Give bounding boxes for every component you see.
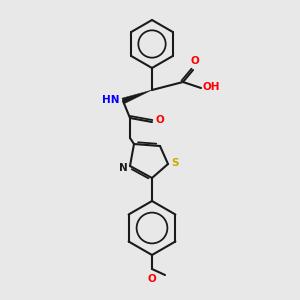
Text: O: O	[156, 115, 164, 125]
Polygon shape	[122, 90, 152, 104]
Text: S: S	[171, 158, 179, 168]
Text: N: N	[118, 163, 127, 173]
Text: OH: OH	[202, 82, 220, 92]
Text: O: O	[190, 56, 200, 66]
Text: HN: HN	[102, 95, 120, 105]
Text: O: O	[148, 274, 156, 284]
